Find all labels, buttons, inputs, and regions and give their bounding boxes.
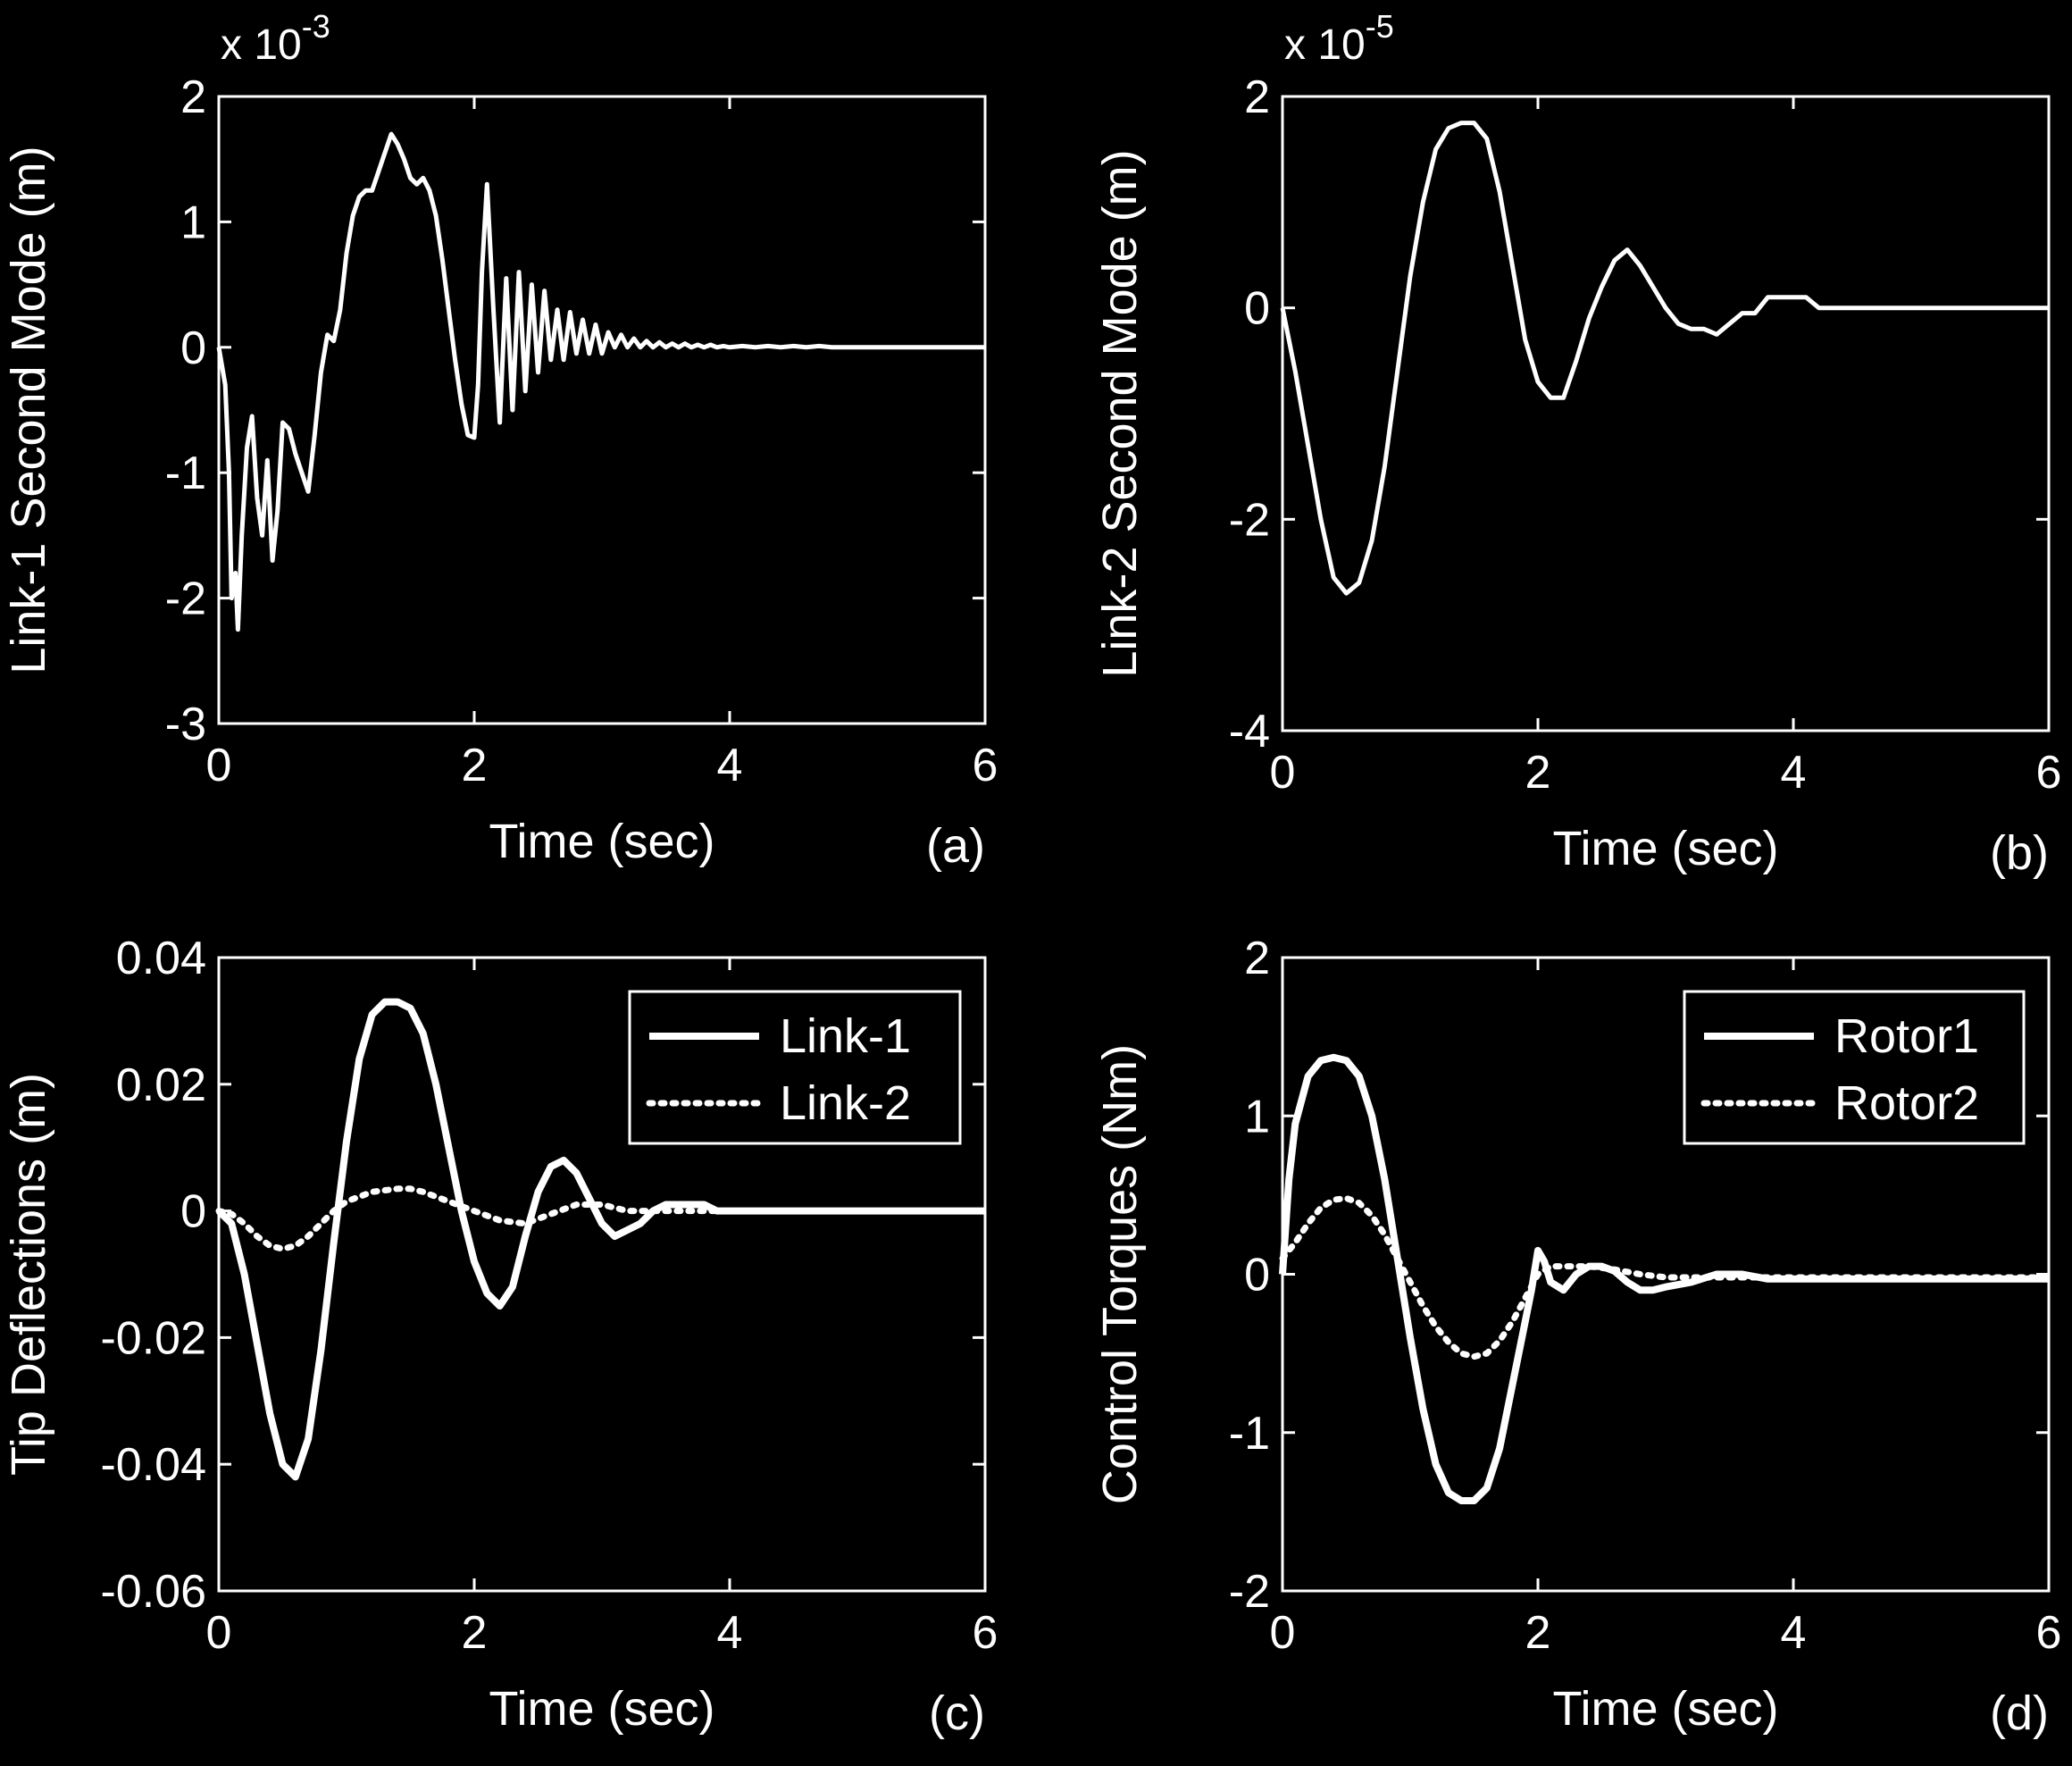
- x-tick-label: 4: [1781, 747, 1807, 799]
- y-tick-label: 0: [180, 322, 206, 374]
- x-axis-label: Time (sec): [1553, 1682, 1779, 1736]
- axis-multiplier: x 10-5: [1284, 8, 1394, 69]
- x-tick-label: 6: [2036, 1607, 2062, 1659]
- legend-label: Link-1: [780, 1009, 911, 1063]
- legend-box: [628, 990, 962, 1145]
- legend-box: [1683, 990, 2026, 1145]
- legend-label: Link-2: [780, 1076, 911, 1130]
- axis-multiplier: x 10-3: [221, 8, 330, 69]
- panel-label: (b): [1990, 826, 2049, 880]
- series-line-link-1: [216, 998, 985, 1481]
- axis-multiplier-exponent: -5: [1366, 8, 1394, 45]
- y-tick-label: 1: [1244, 1091, 1270, 1142]
- x-tick-label: 6: [973, 740, 998, 791]
- x-axis-label: Time (sec): [489, 815, 715, 868]
- legend: Link-1 Link-2: [628, 990, 962, 1145]
- y-tick-label: 2: [1244, 71, 1270, 123]
- y-tick-label: 0: [1244, 283, 1270, 335]
- x-tick-label: 4: [717, 1607, 743, 1659]
- y-tick-label: 1: [180, 197, 206, 248]
- series-line-rotor2: [1279, 1194, 2052, 1360]
- y-axis-label: Link-2 Second Mode (m): [1093, 149, 1147, 677]
- x-tick-label: 0: [206, 1607, 232, 1659]
- y-tick-label: 0.02: [116, 1059, 206, 1111]
- legend-label: Rotor2: [1834, 1076, 1979, 1130]
- panel-2: 0 2 4 6 0.04 0.02 0 -0.02 -0.04 -0.06 Time (sec) (c…: [2, 933, 998, 1740]
- y-tick-label: 2: [180, 71, 206, 123]
- panel-label: (c): [929, 1686, 985, 1740]
- axis-multiplier-exponent: -3: [302, 8, 330, 45]
- y-tick-label: -3: [165, 699, 206, 750]
- x-tick-label: 2: [1525, 1607, 1551, 1659]
- x-axis-label: Time (sec): [489, 1682, 715, 1736]
- series-line-0: [216, 131, 985, 632]
- y-tick-label: -4: [1229, 706, 1270, 757]
- axes-frame: [217, 95, 987, 725]
- x-tick-label: 2: [1525, 747, 1551, 799]
- series-line-0: [1280, 121, 2049, 596]
- x-tick-label: 0: [206, 740, 232, 791]
- legend: Rotor1 Rotor2: [1683, 990, 2026, 1145]
- y-tick-label: -0.02: [100, 1312, 206, 1364]
- panel-label: (a): [926, 819, 985, 873]
- x-tick-label: 0: [1270, 1607, 1296, 1659]
- x-tick-label: 6: [973, 1607, 998, 1659]
- panel-label: (d): [1990, 1686, 2049, 1740]
- y-tick-label: -2: [165, 573, 206, 625]
- y-tick-label: -1: [1229, 1408, 1270, 1460]
- legend-label: Rotor1: [1834, 1009, 1979, 1063]
- panel-3: 0 2 4 6 2 1 0 -1 -2 Time (sec) (d) Control Torques …: [1093, 933, 2061, 1740]
- y-axis-label: Tip Deflections (m): [2, 1073, 55, 1476]
- y-tick-label: 0: [1244, 1250, 1270, 1301]
- panel-1: 0 2 4 6 2 0 -2 -4 x 10-5 Time (sec) (b) Link-2 Seco…: [1093, 8, 2061, 880]
- y-axis-label: Link-1 Second Mode (m): [2, 146, 55, 674]
- x-tick-label: 2: [462, 1607, 488, 1659]
- y-tick-label: -0.04: [100, 1439, 206, 1491]
- y-tick-label: -1: [165, 448, 206, 499]
- axes-frame: [217, 956, 987, 1593]
- y-tick-label: -0.06: [100, 1566, 206, 1618]
- y-tick-label: 2: [1244, 933, 1270, 984]
- y-tick-label: -2: [1229, 494, 1270, 546]
- y-tick-label: 0.04: [116, 933, 206, 984]
- series-line-link-2: [215, 1185, 989, 1252]
- x-tick-label: 6: [2036, 747, 2062, 799]
- y-axis-label: Control Torques (Nm): [1093, 1044, 1147, 1504]
- axes-frame: [1281, 95, 2051, 732]
- x-tick-label: 4: [717, 740, 743, 791]
- x-tick-label: 0: [1270, 747, 1296, 799]
- x-axis-label: Time (sec): [1553, 822, 1779, 875]
- x-tick-label: 2: [462, 740, 488, 791]
- y-tick-label: -2: [1229, 1566, 1270, 1618]
- y-tick-label: 0: [180, 1186, 206, 1238]
- x-tick-label: 4: [1781, 1607, 1807, 1659]
